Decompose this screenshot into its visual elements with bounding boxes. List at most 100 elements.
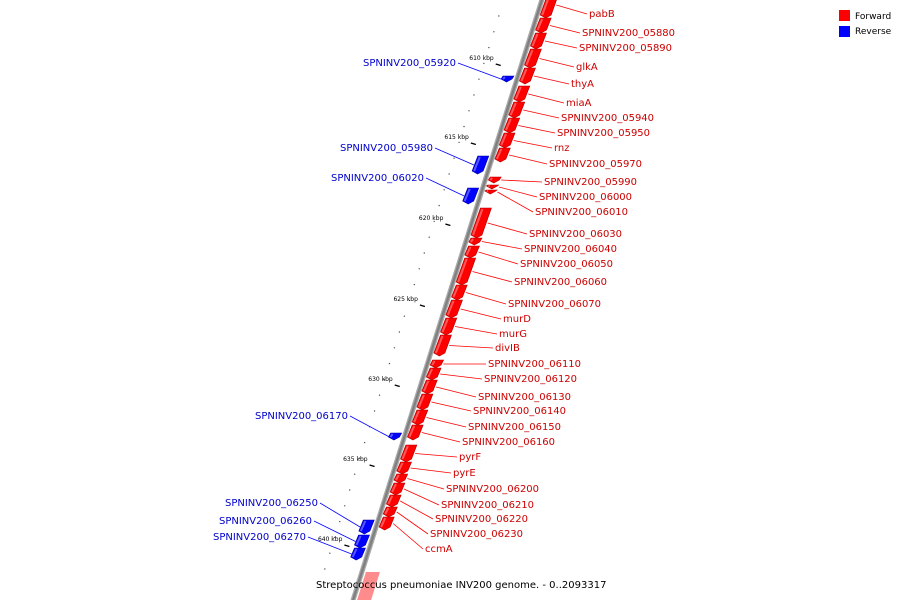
forward-leader-line <box>407 478 445 490</box>
reverse-gene-block <box>471 155 490 175</box>
forward-leader-line <box>544 40 578 49</box>
reverse-leader-line <box>313 520 356 542</box>
forward-gene-label: SPNINV200_06030 <box>529 229 622 240</box>
minor-dot <box>418 268 420 270</box>
forward-gene-label: glkA <box>576 62 598 73</box>
forward-gene-block <box>445 299 463 319</box>
forward-leader-line <box>421 432 461 443</box>
minor-dot <box>393 347 396 349</box>
minor-tick-dots <box>319 15 500 586</box>
forward-gene-label: SPNINV200_05880 <box>582 28 675 39</box>
forward-leader-line <box>478 251 519 265</box>
reverse-leader-line <box>457 62 502 80</box>
forward-gene-block <box>535 17 552 34</box>
forward-gene-block <box>429 359 445 369</box>
minor-dot <box>344 505 346 507</box>
minor-dot <box>468 110 470 112</box>
forward-gene-label: SPNINV200_06210 <box>441 500 534 511</box>
forward-gene-label: murD <box>503 314 531 325</box>
forward-leader-line <box>549 25 581 34</box>
forward-gene-label: murG <box>499 329 527 340</box>
forward-gene-block <box>530 32 547 50</box>
minor-dot <box>349 489 351 491</box>
forward-gene-block <box>524 48 542 69</box>
legend-reverse-swatch <box>839 26 850 37</box>
minor-dot <box>358 457 361 460</box>
forward-gene-label: SPNINV200_06130 <box>478 392 571 403</box>
forward-leader-line <box>426 417 467 428</box>
forward-gene-label: pabB <box>589 9 615 20</box>
reverse-gene-label: SPNINV200_06270 <box>213 532 306 543</box>
forward-leader-line <box>528 93 565 104</box>
forward-gene-block <box>440 317 458 336</box>
forward-leader-line <box>487 222 528 235</box>
legend-reverse-label: Reverse <box>855 27 892 37</box>
forward-gene-block <box>393 473 409 484</box>
reverse-leader-line <box>425 177 465 197</box>
legend-forward-swatch <box>839 10 850 21</box>
forward-gene-label: SPNINV200_06220 <box>435 514 528 525</box>
minor-dot <box>353 473 356 475</box>
forward-gene-block <box>425 367 442 381</box>
forward-leader-line <box>523 109 560 119</box>
forward-gene-label: SPNINV200_05890 <box>579 43 672 54</box>
forward-gene-label: SPNINV200_06160 <box>462 437 555 448</box>
forward-gene-label: ccmA <box>425 544 453 555</box>
forward-gene-block <box>468 237 483 246</box>
forward-leader-line <box>392 523 424 550</box>
gene-features <box>350 0 557 600</box>
minor-dot <box>483 62 485 65</box>
forward-gene-block <box>487 176 502 184</box>
forward-leader-line <box>508 154 548 165</box>
minor-dot <box>443 189 445 191</box>
forward-leader-line <box>498 186 538 198</box>
forward-gene-label: pyrF <box>459 452 481 463</box>
reverse-gene-label: SPNINV200_06020 <box>331 173 424 184</box>
reverse-gene-block <box>500 75 515 83</box>
forward-gene-block <box>411 409 429 426</box>
forward-leader-line <box>501 179 543 183</box>
minor-dot <box>398 331 401 333</box>
forward-gene-block <box>416 393 434 411</box>
gene-labels: pabB SPNINV200_05880 SPNINV200_05890 glkA th… <box>213 4 675 555</box>
forward-leader-line <box>410 467 452 474</box>
reverse-leader-line <box>319 502 361 528</box>
forward-leader-line <box>539 58 575 68</box>
forward-gene-label: SPNINV200_05940 <box>561 113 654 124</box>
reverse-leader-line <box>349 415 389 437</box>
forward-gene-label: thyA <box>571 79 594 90</box>
minor-dot <box>329 552 331 554</box>
forward-gene-block <box>464 245 480 259</box>
forward-leader-line <box>513 140 553 149</box>
forward-gene-block <box>503 117 521 134</box>
tick-mark <box>369 464 375 468</box>
minor-dot <box>488 46 490 49</box>
minor-dot <box>403 315 406 317</box>
minor-dot <box>334 536 336 539</box>
forward-gene-label: SPNINV200_06060 <box>514 277 607 288</box>
forward-gene-block <box>508 101 526 119</box>
forward-leader-line <box>518 125 556 134</box>
forward-gene-label: rnz <box>554 143 570 154</box>
minor-dot <box>363 441 366 444</box>
forward-gene-block <box>519 67 536 85</box>
tick-label: 635 kbp <box>343 456 368 463</box>
tick-label: 640 kbp <box>318 536 343 543</box>
tick-label: 610 kbp <box>469 55 494 62</box>
forward-gene-label: SPNINV200_05970 <box>549 159 642 170</box>
minor-dot <box>408 299 411 302</box>
reverse-gene-block <box>350 547 366 561</box>
forward-gene-label: SPNINV200_06230 <box>430 529 523 540</box>
tick-mark <box>344 544 350 548</box>
minor-dot <box>388 362 391 365</box>
forward-gene-block <box>539 0 557 19</box>
forward-gene-label: SPNINV200_06000 <box>539 192 632 203</box>
minor-dot <box>339 520 341 523</box>
minor-dot <box>383 378 386 381</box>
minor-dot <box>428 236 430 238</box>
minor-dot <box>493 31 495 33</box>
minor-dot <box>319 584 321 586</box>
minor-dot <box>413 283 416 286</box>
forward-gene-block <box>433 334 452 357</box>
